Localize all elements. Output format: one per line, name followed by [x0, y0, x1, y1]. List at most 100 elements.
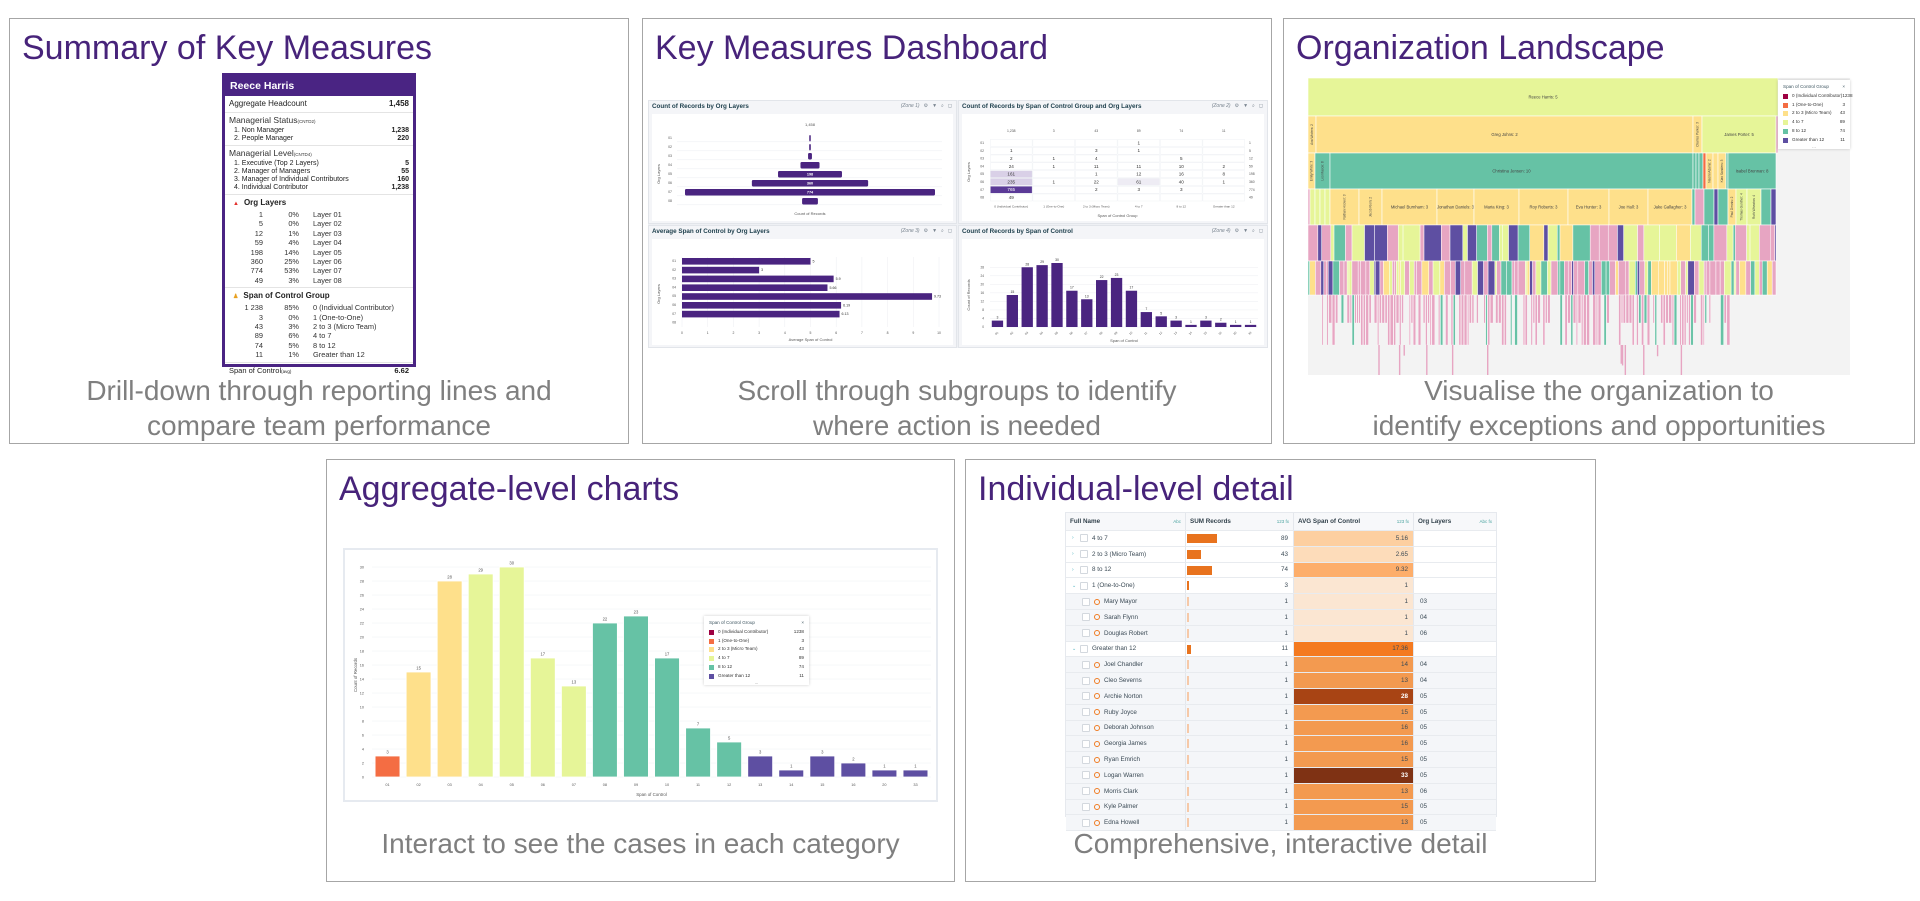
org-node[interactable] [1567, 188, 1610, 226]
table-row[interactable]: Sarah Flynn 1 1 04 [1066, 609, 1496, 626]
org-node[interactable] [1381, 188, 1438, 226]
bar[interactable] [436, 580, 463, 778]
legend-item[interactable]: 4 to 7 89 [1778, 118, 1850, 127]
column-header[interactable]: AVG Span of Control 123 fx [1294, 513, 1414, 530]
bar[interactable] [592, 622, 618, 778]
bar[interactable] [467, 573, 494, 778]
bar[interactable] [902, 769, 929, 778]
column-type-icon[interactable]: Abc fx [1479, 519, 1492, 524]
bar[interactable] [840, 762, 867, 778]
table-row[interactable]: Deborah Johnson 1 16 05 [1066, 720, 1496, 737]
search-icon[interactable]: ⌕ [941, 228, 944, 234]
legend-item[interactable]: 2 to 3 (Micro Team) 43 [1778, 109, 1850, 118]
close-icon[interactable]: × [1842, 84, 1845, 89]
chevron-down-icon[interactable]: ⌄ [1072, 645, 1077, 652]
bar[interactable] [561, 685, 587, 778]
chevron-right-icon[interactable]: › [1072, 535, 1074, 542]
bar[interactable] [498, 566, 525, 778]
row-checkbox[interactable] [1082, 739, 1090, 748]
bar[interactable] [623, 615, 649, 778]
table-row[interactable]: Ruby Joyce 1 15 05 [1066, 704, 1496, 721]
filter-icon[interactable]: ▼ [932, 103, 938, 109]
bar[interactable] [871, 769, 898, 778]
filter-icon[interactable]: ▼ [1243, 228, 1249, 234]
legend-item[interactable]: 2 to 3 (Micro Team) 43 [704, 645, 809, 654]
org-node[interactable] [1727, 152, 1777, 190]
org-node[interactable] [1329, 152, 1694, 190]
chevron-right-icon[interactable]: › [1072, 551, 1074, 558]
row-checkbox[interactable] [1082, 755, 1090, 764]
search-icon[interactable]: ⌕ [1252, 103, 1255, 109]
group-row[interactable]: › 8 to 12 74 9.32 [1066, 562, 1496, 579]
org-node[interactable] [1691, 188, 1696, 226]
bar[interactable] [654, 657, 680, 778]
legend-more[interactable]: ... [1812, 144, 1816, 150]
row-checkbox[interactable] [1082, 802, 1090, 811]
org-node[interactable] [1713, 188, 1719, 226]
org-node[interactable] [1698, 152, 1704, 190]
org-node[interactable] [1701, 115, 1777, 154]
row-checkbox[interactable] [1082, 771, 1090, 780]
row-checkbox[interactable] [1082, 692, 1090, 701]
org-node[interactable] [1518, 188, 1569, 226]
group-row[interactable]: ⌄ 1 (One-to-One) 3 1 [1066, 578, 1496, 595]
row-checkbox[interactable] [1082, 723, 1090, 732]
bar[interactable] [374, 755, 401, 778]
legend-item[interactable]: 0 (Individual Contributor) 1238 [704, 628, 809, 637]
table-row[interactable]: Joel Chandler 1 14 04 [1066, 657, 1496, 674]
column-header[interactable]: Full Name Abc [1066, 513, 1186, 530]
org-node[interactable] [1717, 188, 1729, 226]
row-checkbox[interactable] [1082, 629, 1090, 638]
legend-more[interactable]: ... [754, 680, 759, 686]
org-node[interactable] [1770, 188, 1777, 226]
legend-item[interactable]: 0 (Individual Contributor) 1238 [1778, 92, 1853, 101]
table-row[interactable]: Mary Mayor 1 1 03 [1066, 594, 1496, 610]
column-type-icon[interactable]: Abc [1173, 519, 1181, 524]
table-row[interactable]: Logan Warren 1 33 05 [1066, 767, 1496, 784]
org-node[interactable] [1309, 188, 1316, 226]
row-checkbox[interactable] [1080, 644, 1088, 653]
bar[interactable] [529, 657, 556, 778]
org-node[interactable] [1314, 188, 1321, 226]
gear-icon[interactable]: ⚙ [1234, 228, 1240, 234]
org-node[interactable] [1694, 188, 1705, 226]
table-row[interactable]: Ryan Emrich 1 15 05 [1066, 752, 1496, 768]
legend-item[interactable]: 8 to 12 74 [704, 663, 809, 672]
row-checkbox[interactable] [1080, 565, 1088, 574]
bar[interactable] [405, 671, 432, 778]
row-checkbox[interactable] [1082, 787, 1090, 796]
chevron-down-icon[interactable]: ⌄ [1072, 582, 1077, 589]
column-type-icon[interactable]: 123 fx [1396, 519, 1409, 524]
table-row[interactable]: Edna Howell 1 13 05 [1066, 815, 1496, 832]
bar[interactable] [778, 769, 805, 778]
legend-item[interactable]: Greater than 12 11 [704, 672, 809, 681]
group-row[interactable]: › 2 to 3 (Micro Team) 43 2.65 [1066, 546, 1496, 563]
table-row[interactable]: Georgia James 1 16 05 [1066, 736, 1496, 753]
bar[interactable] [747, 755, 774, 778]
org-node[interactable] [1307, 77, 1779, 117]
search-icon[interactable]: ⌕ [1252, 228, 1255, 234]
org-node[interactable] [1725, 152, 1729, 190]
row-checkbox[interactable] [1080, 581, 1088, 590]
table-row[interactable]: Cleo Severns 1 13 04 [1066, 673, 1496, 689]
org-node[interactable] [1695, 152, 1700, 190]
expand-icon[interactable]: ◻ [947, 228, 952, 234]
row-checkbox[interactable] [1082, 676, 1090, 685]
column-header[interactable]: SUM Records 123 fx [1186, 513, 1294, 530]
org-node[interactable] [1436, 188, 1475, 226]
legend-item[interactable]: 1 (One-to-One) 3 [1778, 101, 1850, 110]
table-row[interactable]: Morris Clark 1 13 06 [1066, 783, 1496, 800]
org-node[interactable] [1315, 115, 1694, 154]
column-header[interactable]: Org Layers Abc fx [1414, 513, 1496, 530]
row-checkbox[interactable] [1082, 597, 1090, 606]
legend-item[interactable]: Greater than 12 11 [1778, 136, 1850, 145]
org-node[interactable] [1307, 188, 1311, 226]
row-checkbox[interactable] [1082, 708, 1090, 717]
org-node[interactable] [1324, 188, 1331, 226]
legend-item[interactable]: 1 (One-to-One) 3 [704, 637, 809, 646]
row-checkbox[interactable] [1080, 534, 1088, 543]
org-node[interactable] [1702, 152, 1707, 190]
org-node[interactable] [1692, 152, 1697, 190]
row-checkbox[interactable] [1082, 613, 1090, 622]
bar[interactable] [809, 755, 836, 778]
